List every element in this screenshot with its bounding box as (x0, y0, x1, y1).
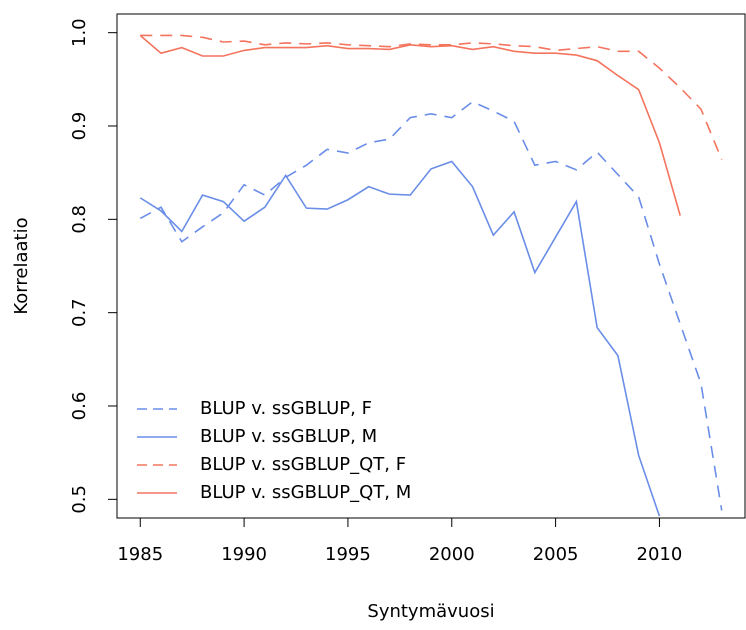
x-tick-label: 2000 (429, 544, 475, 565)
y-tick-label: 0.8 (69, 205, 90, 234)
series-line (139, 34, 681, 216)
y-axis-label: Korrelaatio (11, 217, 32, 314)
legend-label: BLUP v. ssGBLUP, M (200, 426, 377, 447)
x-tick-label: 1995 (325, 544, 371, 565)
y-tick-label: 0.7 (69, 298, 90, 327)
y-tick-label: 0.5 (69, 485, 90, 514)
x-tick-label: 1985 (117, 544, 163, 565)
x-tick-label: 2010 (637, 544, 683, 565)
y-tick-label: 1.0 (69, 18, 90, 47)
x-tick-label: 1990 (221, 544, 267, 565)
x-axis-label: Syntymävuosi (367, 601, 494, 622)
y-tick-label: 0.6 (69, 392, 90, 421)
legend-label: BLUP v. ssGBLUP, F (200, 398, 372, 419)
x-tick-label: 2005 (533, 544, 579, 565)
y-tick-label: 0.9 (69, 112, 90, 141)
series-line (140, 34, 723, 160)
legend-label: BLUP v. ssGBLUP_QT, F (200, 454, 406, 475)
legend-label: BLUP v. ssGBLUP_QT, M (200, 482, 411, 503)
plot-area (139, 34, 723, 517)
series-line (139, 100, 723, 511)
series-line (139, 160, 661, 517)
